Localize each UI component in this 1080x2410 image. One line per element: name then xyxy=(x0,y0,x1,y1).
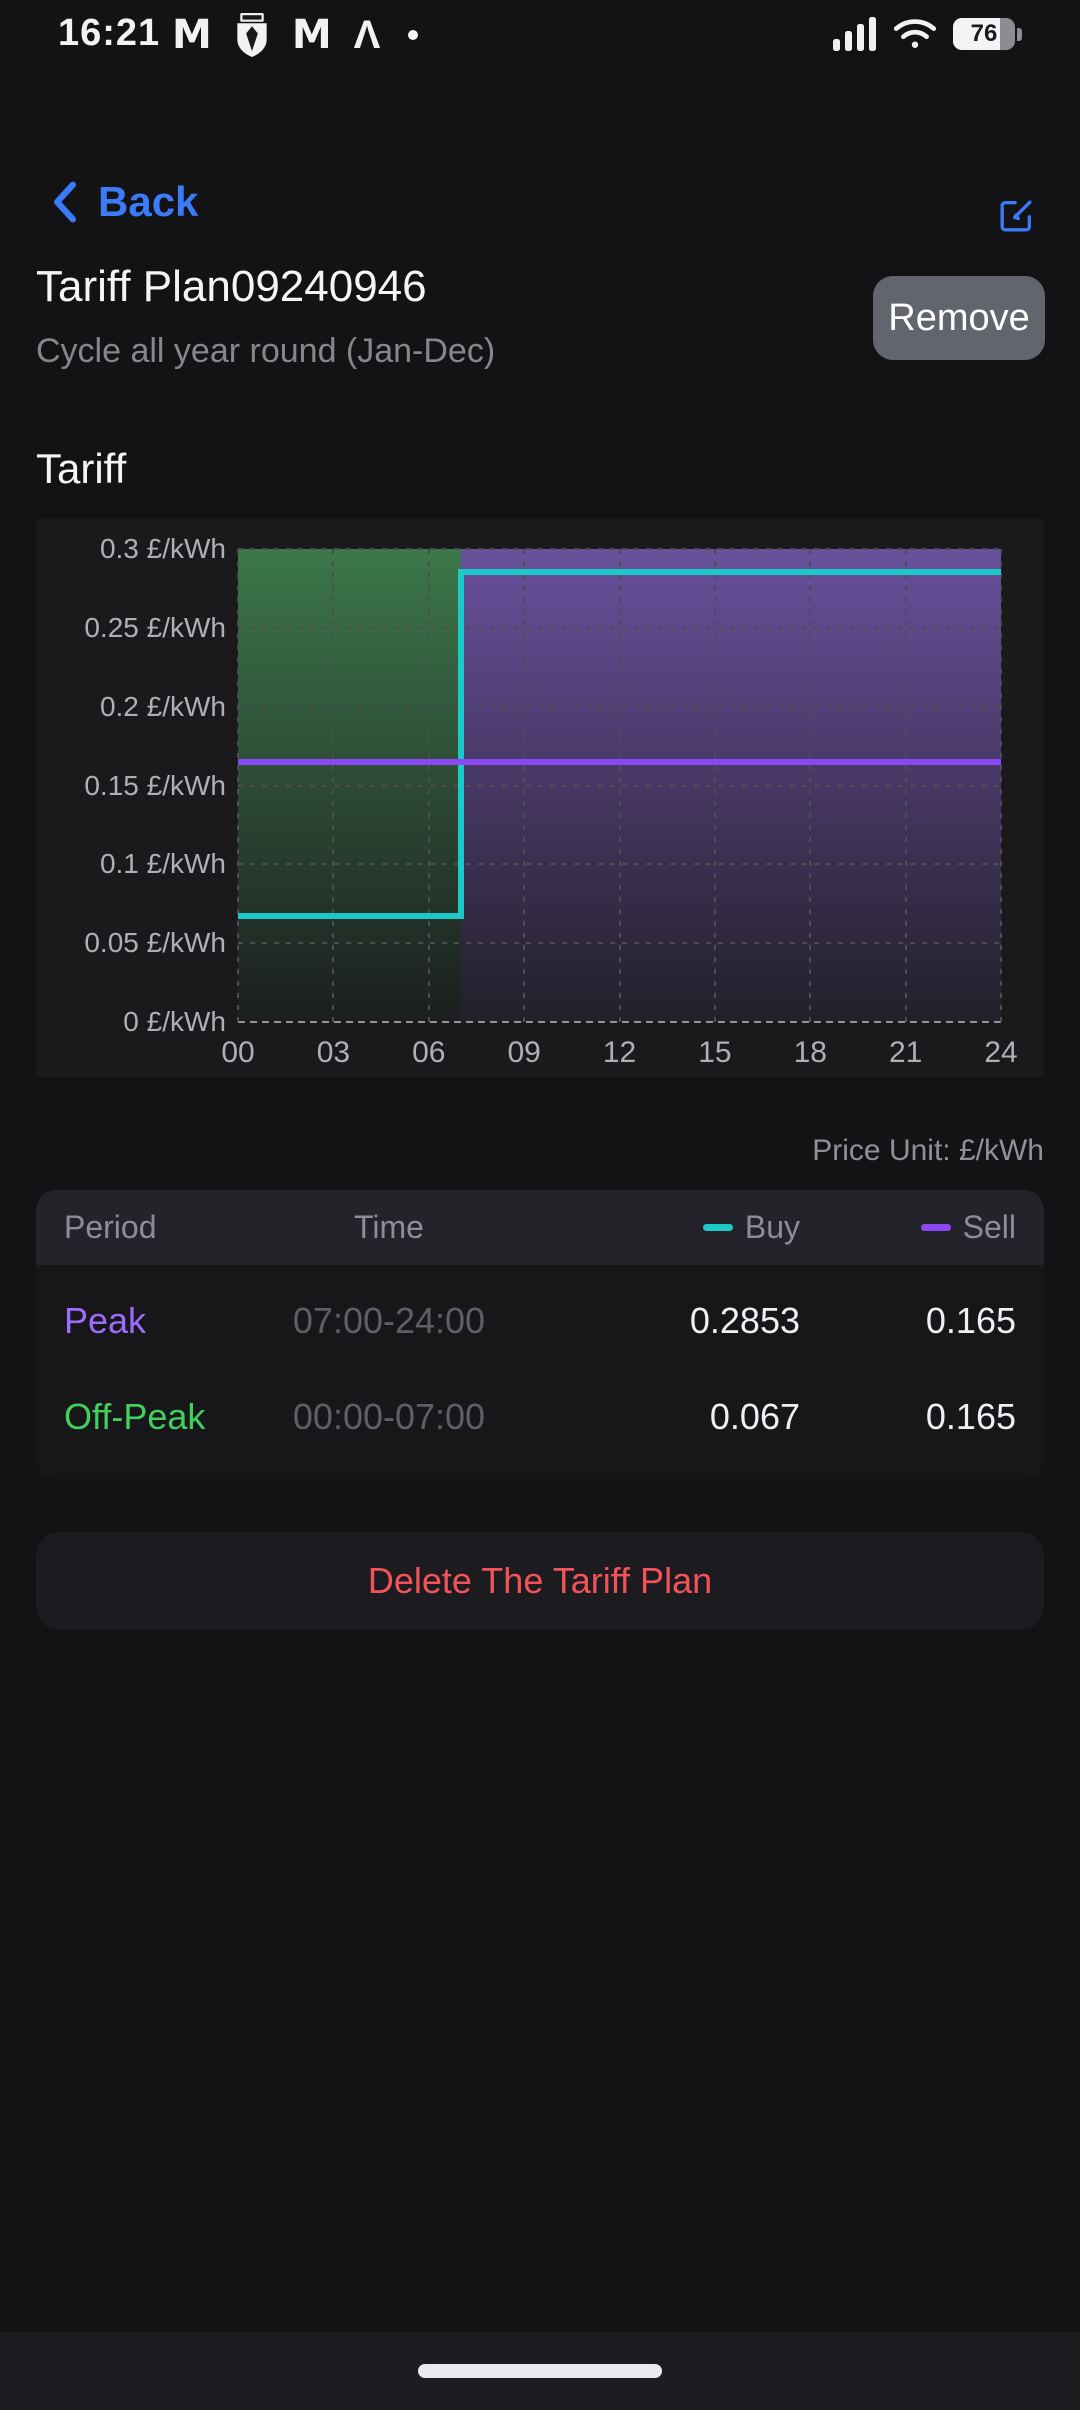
x-axis-tick-label: 15 xyxy=(698,1036,732,1069)
chart-area: 0 £/kWh 0.05 £/kWh 0.1 £/kWh 0.15 £/kWh 0.2 … xyxy=(36,519,1044,1077)
time-range: 07:00-24:00 xyxy=(292,1300,486,1341)
time-range: 00:00-07:00 xyxy=(292,1396,486,1437)
battery-nub xyxy=(1017,27,1022,41)
home-indicator[interactable] xyxy=(418,2364,662,2378)
battery-percent: 76 xyxy=(970,20,998,47)
header-sell: Sell xyxy=(800,1209,1016,1246)
series-buy-segment xyxy=(238,913,461,920)
chevron-left-icon xyxy=(48,180,82,224)
gridline-vertical xyxy=(618,549,621,1022)
header-time: Time xyxy=(354,1209,424,1245)
sell-value: 0.165 xyxy=(925,1300,1016,1341)
sell-legend-dash-icon xyxy=(920,1224,951,1231)
gmail-icon: M xyxy=(291,12,332,58)
gridline-vertical xyxy=(809,549,812,1022)
y-axis-tick-label: 0.1 £/kWh xyxy=(99,848,226,880)
buy-value: 0.067 xyxy=(709,1396,800,1437)
signal-icon xyxy=(833,17,877,51)
page-title: Tariff Plan09240946 xyxy=(36,262,427,311)
tariff-table: Period Time Buy Sell Peak 07:00-24:00 0.… xyxy=(36,1190,1044,1479)
gmail-icon: M xyxy=(172,12,212,58)
y-axis-tick-label: 0.3 £/kWh xyxy=(99,533,226,564)
battery-icon: 76 xyxy=(953,18,1022,50)
period-label: Peak xyxy=(64,1300,147,1341)
x-axis-tick-label: 12 xyxy=(602,1036,637,1069)
y-axis-tick-label: 0.05 £/kWh xyxy=(84,927,226,959)
gridline-horizontal xyxy=(238,1021,1001,1023)
wifi-icon xyxy=(893,17,937,51)
header-buy-label: Buy xyxy=(744,1209,800,1245)
status-time: 16:21 xyxy=(58,12,161,54)
back-button[interactable]: Back xyxy=(48,178,198,226)
status-bar: 16:21 M M Λ xyxy=(0,0,1080,70)
gridline-vertical xyxy=(523,549,526,1022)
period-label: Off-Peak xyxy=(64,1396,206,1437)
series-sell-segment xyxy=(238,758,1001,765)
gridline-vertical xyxy=(904,549,907,1022)
buy-legend-dash-icon xyxy=(702,1224,733,1231)
remove-button[interactable]: Remove xyxy=(873,276,1045,360)
x-axis-tick-label: 06 xyxy=(412,1036,446,1069)
series-buy-segment xyxy=(457,569,464,920)
gridline-vertical xyxy=(713,549,716,1022)
tariff-chart: 0 £/kWh 0.05 £/kWh 0.1 £/kWh 0.15 £/kWh 0.2 … xyxy=(36,519,1044,1077)
edit-icon[interactable] xyxy=(996,196,1036,236)
header-buy: Buy xyxy=(554,1209,800,1246)
table-row: Off-Peak 00:00-07:00 0.067 0.165 xyxy=(36,1369,1044,1465)
y-axis-tick-label: 0.2 £/kWh xyxy=(99,690,226,722)
y-axis-tick-label: 0.15 £/kWh xyxy=(84,769,226,801)
x-axis-tick-label: 24 xyxy=(984,1036,1018,1069)
x-axis-tick-label: 21 xyxy=(888,1036,923,1069)
header-period: Period xyxy=(64,1209,157,1245)
chart-plot xyxy=(237,548,1002,1023)
status-right: 76 xyxy=(833,6,1022,62)
tariff-heading: Tariff xyxy=(36,445,127,492)
sell-value: 0.165 xyxy=(925,1396,1016,1437)
battery-fill xyxy=(953,18,1001,50)
gridline-vertical xyxy=(1000,549,1002,1022)
delete-tariff-plan-button[interactable]: Delete The Tariff Plan xyxy=(36,1532,1044,1630)
y-axis-tick-label: 0.25 £/kWh xyxy=(84,611,226,643)
back-label: Back xyxy=(98,178,199,225)
gridline-vertical xyxy=(427,549,430,1022)
page-subtitle: Cycle all year round (Jan-Dec) xyxy=(36,332,496,370)
y-axis-tick-label: 0 £/kWh xyxy=(123,1006,226,1037)
caret-icon: Λ xyxy=(353,12,381,57)
price-unit-label: Price Unit: £/kWh xyxy=(812,1134,1044,1167)
system-nav-bar xyxy=(0,2332,1080,2410)
series-buy-segment xyxy=(460,569,1001,576)
gridline-vertical xyxy=(237,549,239,1022)
gridline-vertical xyxy=(332,549,335,1022)
table-header: Period Time Buy Sell xyxy=(36,1190,1044,1265)
notification-icons: M M Λ xyxy=(172,8,419,62)
header-sell-label: Sell xyxy=(962,1209,1016,1245)
buy-value: 0.2853 xyxy=(689,1300,800,1341)
dot-icon xyxy=(408,30,419,40)
x-axis-tick-label: 09 xyxy=(507,1036,541,1069)
watford-crest-icon xyxy=(234,13,270,57)
x-axis-tick-label: 18 xyxy=(793,1036,827,1069)
x-axis-tick-label: 03 xyxy=(316,1036,351,1069)
table-body: Peak 07:00-24:00 0.2853 0.165 Off-Peak 0… xyxy=(36,1265,1044,1479)
x-axis-tick-label: 00 xyxy=(221,1036,255,1069)
table-row: Peak 07:00-24:00 0.2853 0.165 xyxy=(36,1273,1044,1369)
